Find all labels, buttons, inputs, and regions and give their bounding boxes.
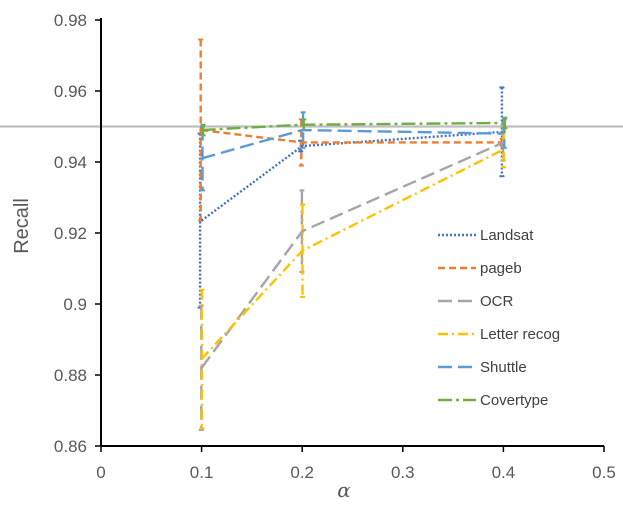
tick-labels-layer: 0.86 0.88 0.9 0.92 0.94 0.96 0.98 0 0.1 0.2 0.3 0.4… (54, 11, 616, 482)
legend-label-shuttle: Shuttle (480, 359, 527, 376)
y-tick-label: 0.94 (54, 153, 87, 172)
axes-layer (95, 18, 605, 452)
x-tick-label: 0.2 (290, 463, 314, 482)
legend-label-letter-recog: Letter recog (480, 326, 560, 343)
x-tick-label: 0.5 (592, 463, 616, 482)
series-line-letter-recog (200, 148, 504, 360)
legend-label-covertype: Covertype (480, 392, 548, 409)
series-line-pageb (201, 128, 504, 144)
y-axis-title: Recall (11, 198, 33, 254)
series-line-covertype (201, 121, 504, 132)
legend-label-landsat: Landsat (480, 227, 534, 244)
y-tick-label: 0.88 (54, 366, 87, 385)
series-line-ocr (200, 141, 504, 369)
y-tick-label: 0.9 (63, 295, 87, 314)
series-line-landsat (200, 130, 504, 222)
x-tick-label: 0 (96, 463, 105, 482)
x-tick-label: 0.1 (190, 463, 214, 482)
legend-label-pageb: pageb (480, 260, 522, 277)
series-line-shuttle (201, 128, 504, 160)
legend: Landsat pageb OCR Letter recog Shuttle Covert… (438, 227, 560, 409)
error-bars-layer (197, 38, 508, 432)
series-layer (200, 121, 504, 369)
x-axis-title: α (337, 478, 351, 502)
legend-label-ocr: OCR (480, 293, 514, 310)
y-tick-label: 0.86 (54, 437, 87, 456)
y-tick-label: 0.96 (54, 82, 87, 101)
y-tick-label: 0.92 (54, 224, 87, 243)
x-tick-label: 0.3 (391, 463, 415, 482)
y-tick-label: 0.98 (54, 11, 87, 30)
x-tick-label: 0.4 (492, 463, 516, 482)
